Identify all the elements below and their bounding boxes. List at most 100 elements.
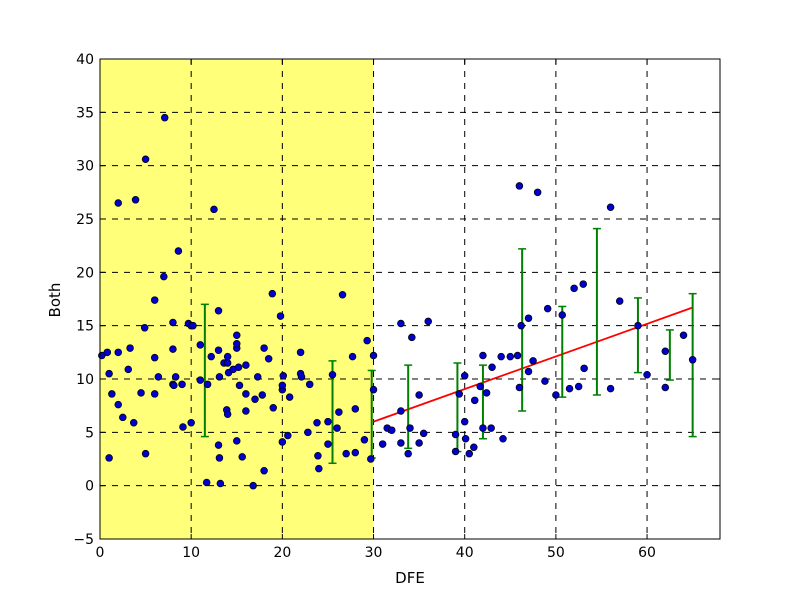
data-point bbox=[202, 478, 211, 487]
data-point bbox=[351, 448, 360, 457]
data-point bbox=[408, 333, 416, 342]
data-point bbox=[367, 455, 375, 463]
data-point bbox=[470, 443, 478, 452]
data-point bbox=[580, 364, 588, 373]
y-tick-label: 20 bbox=[76, 265, 94, 281]
data-point bbox=[506, 352, 515, 361]
data-point bbox=[105, 369, 113, 378]
data-point bbox=[460, 417, 469, 426]
data-point bbox=[178, 380, 186, 389]
data-point bbox=[515, 383, 524, 392]
data-point bbox=[179, 423, 187, 431]
data-point bbox=[233, 437, 241, 445]
data-point bbox=[214, 306, 223, 315]
data-point bbox=[487, 424, 495, 432]
data-point bbox=[455, 390, 463, 398]
data-point bbox=[114, 400, 122, 409]
data-point bbox=[150, 296, 159, 304]
data-point bbox=[470, 396, 479, 405]
x-tick-label: 20 bbox=[273, 545, 291, 561]
data-point bbox=[661, 383, 670, 392]
data-point bbox=[210, 205, 218, 214]
data-point bbox=[108, 390, 116, 398]
data-point bbox=[169, 318, 177, 327]
data-point bbox=[314, 452, 322, 460]
data-point bbox=[216, 479, 225, 488]
data-point bbox=[124, 365, 133, 374]
data-point bbox=[579, 280, 587, 288]
data-point bbox=[233, 331, 241, 340]
data-point bbox=[688, 356, 697, 364]
data-point bbox=[160, 113, 169, 122]
data-point bbox=[515, 182, 524, 190]
data-point bbox=[264, 354, 273, 363]
data-point bbox=[461, 434, 470, 443]
data-point bbox=[661, 347, 670, 356]
data-point bbox=[451, 430, 460, 439]
data-point bbox=[351, 405, 360, 413]
data-point bbox=[242, 407, 250, 415]
data-point bbox=[154, 373, 163, 381]
data-point bbox=[479, 351, 487, 360]
data-point bbox=[215, 373, 224, 381]
data-point bbox=[223, 410, 232, 418]
data-point bbox=[223, 359, 232, 367]
data-point bbox=[333, 424, 341, 432]
data-point bbox=[606, 203, 615, 212]
data-point bbox=[315, 464, 323, 473]
data-point bbox=[529, 357, 537, 365]
y-tick-label: 25 bbox=[76, 212, 94, 228]
data-point bbox=[131, 196, 140, 204]
data-point bbox=[242, 361, 250, 369]
data-point bbox=[174, 247, 183, 255]
data-point bbox=[419, 429, 428, 438]
data-point bbox=[150, 353, 159, 362]
data-point bbox=[305, 380, 314, 389]
y-tick-label: 15 bbox=[76, 319, 94, 335]
data-point bbox=[513, 351, 522, 360]
data-point bbox=[269, 404, 277, 412]
data-point bbox=[214, 346, 223, 354]
data-point bbox=[189, 321, 197, 330]
data-point bbox=[479, 424, 487, 432]
data-point bbox=[249, 481, 257, 490]
data-point bbox=[541, 377, 549, 385]
data-point bbox=[260, 466, 268, 475]
data-point bbox=[335, 408, 343, 416]
data-point bbox=[324, 417, 332, 426]
data-point bbox=[235, 381, 244, 390]
data-point bbox=[215, 454, 224, 462]
data-point bbox=[103, 348, 112, 357]
data-point bbox=[369, 385, 378, 394]
data-point bbox=[451, 447, 460, 456]
data-point bbox=[570, 284, 578, 293]
y-axis-title: Both bbox=[46, 283, 64, 318]
x-tick-label: 30 bbox=[365, 545, 383, 561]
data-point bbox=[606, 384, 615, 393]
data-point bbox=[150, 390, 159, 398]
data-point bbox=[187, 418, 195, 427]
data-point bbox=[242, 390, 250, 398]
data-point bbox=[196, 376, 205, 384]
data-point bbox=[114, 199, 122, 207]
data-point bbox=[304, 428, 312, 437]
data-point bbox=[488, 363, 496, 372]
data-point bbox=[105, 454, 113, 462]
data-point bbox=[369, 351, 378, 360]
y-tick-label: 10 bbox=[76, 372, 94, 388]
data-point bbox=[543, 304, 552, 313]
data-point bbox=[388, 426, 396, 434]
data-point bbox=[129, 418, 138, 427]
data-point bbox=[276, 312, 285, 320]
data-point bbox=[126, 344, 134, 352]
x-axis-title: DFE bbox=[395, 569, 425, 587]
data-point bbox=[404, 449, 412, 458]
data-point bbox=[415, 439, 423, 447]
data-point bbox=[574, 382, 583, 391]
data-point bbox=[476, 382, 484, 391]
data-point bbox=[328, 370, 337, 379]
data-point bbox=[497, 352, 505, 361]
data-point bbox=[253, 373, 262, 381]
data-point bbox=[284, 431, 292, 440]
